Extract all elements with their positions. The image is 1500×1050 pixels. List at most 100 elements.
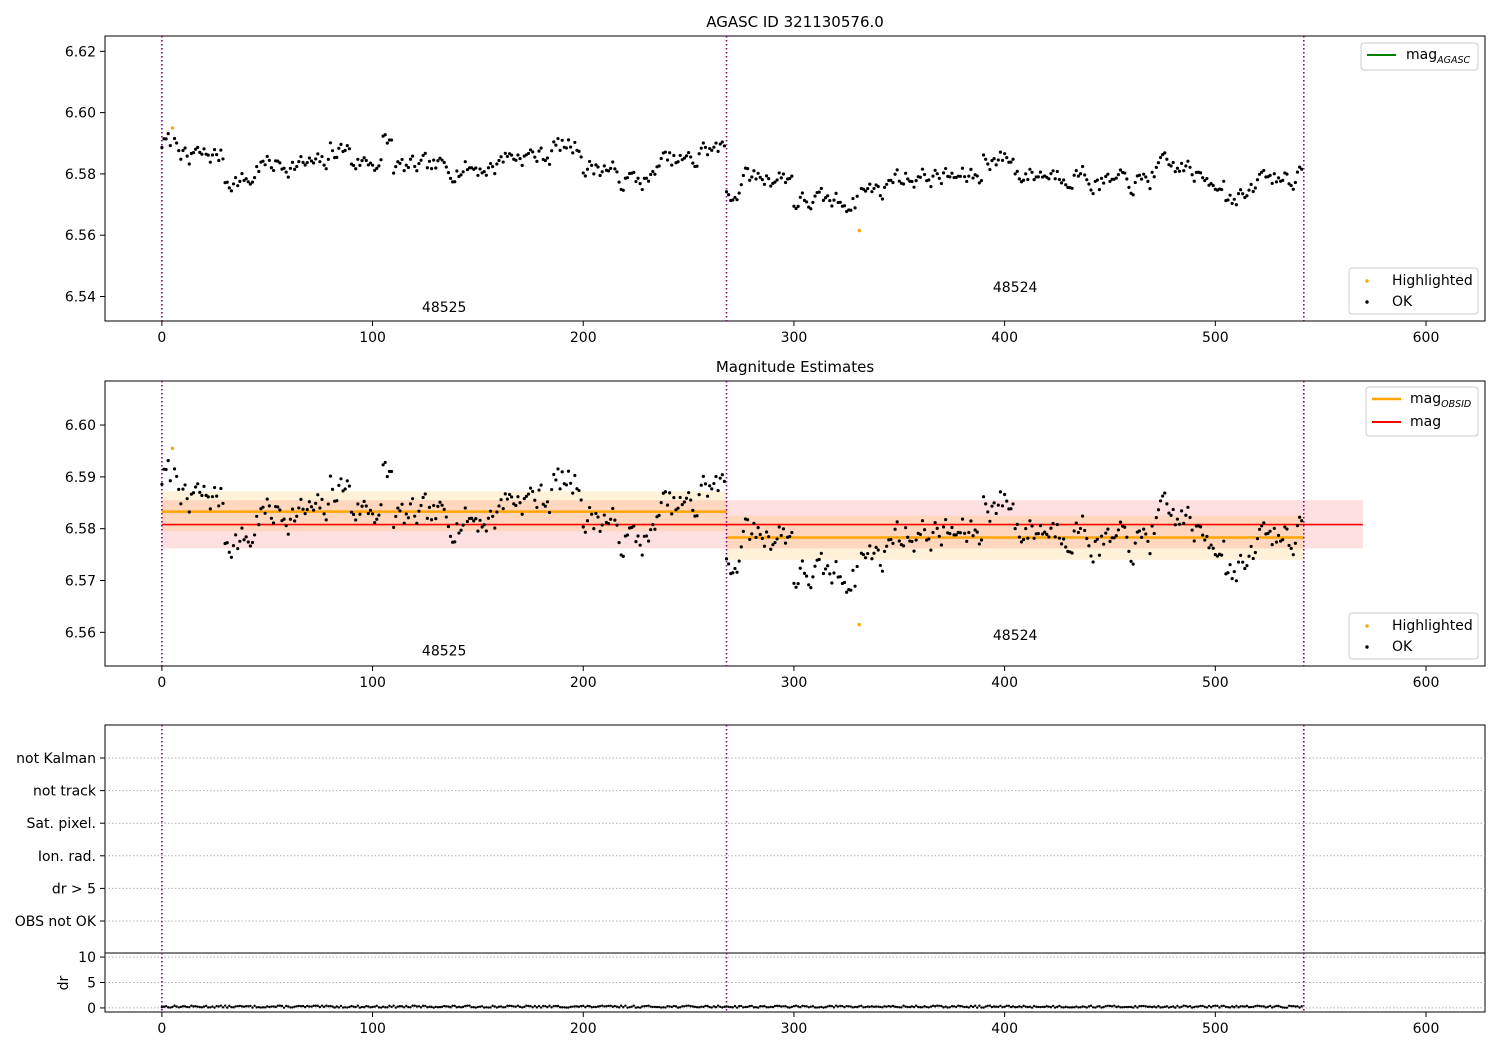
ok-point: [573, 140, 577, 145]
ok-point: [676, 160, 680, 164]
ok-point: [699, 483, 703, 487]
dr-point: [1024, 1005, 1027, 1008]
dr-point: [942, 1006, 945, 1009]
dr-point: [236, 1004, 239, 1008]
ok-point: [360, 159, 364, 163]
ok-point: [392, 171, 396, 175]
dr-point: [603, 1005, 606, 1008]
ok-point: [248, 544, 252, 548]
dr-point: [413, 1004, 416, 1007]
ok-point: [552, 472, 556, 477]
ok-point: [432, 503, 436, 508]
dr-point: [649, 1005, 652, 1008]
ok-point: [564, 483, 569, 487]
ok-point: [904, 171, 908, 175]
dr-point: [660, 1006, 663, 1009]
ok-point: [767, 535, 771, 539]
dr-point: [472, 1005, 475, 1009]
ok-point: [590, 512, 594, 516]
ok-point: [929, 184, 933, 189]
dr-point: [167, 1006, 170, 1009]
ok-point: [183, 483, 187, 487]
dr-point: [417, 1005, 421, 1008]
ok-point: [257, 169, 261, 174]
dr-point: [544, 1004, 547, 1008]
ok-point: [716, 149, 720, 153]
legend-label-mag: mag: [1410, 414, 1441, 430]
ok-point: [1078, 526, 1083, 531]
ok-point: [208, 160, 212, 164]
ok-point: [1024, 527, 1028, 531]
x-tick-label: 600: [1413, 675, 1440, 691]
dr-point: [512, 1005, 515, 1008]
ok-point: [587, 505, 592, 510]
dr-point: [299, 1004, 303, 1008]
dr-point: [1030, 1006, 1034, 1009]
ok-point: [842, 580, 847, 585]
dr-point: [343, 1006, 347, 1009]
ok-point: [1076, 530, 1080, 535]
dr-point: [333, 1006, 336, 1009]
dr-point: [1233, 1006, 1236, 1009]
ok-point: [250, 180, 255, 184]
dr-point: [1199, 1004, 1202, 1008]
ok-point: [1030, 524, 1034, 528]
ok-point: [672, 153, 676, 158]
ok-point: [314, 501, 318, 505]
ok-point: [164, 467, 168, 472]
ok-point: [977, 181, 981, 185]
dr-point: [169, 1006, 172, 1009]
dr-point: [194, 1005, 197, 1008]
ok-point: [284, 524, 288, 528]
ok-point: [733, 195, 737, 200]
ok-point: [1268, 529, 1272, 533]
ok-point: [984, 157, 988, 161]
dr-point: [550, 1006, 553, 1009]
dr-point: [501, 1006, 505, 1009]
ok-point: [823, 567, 828, 571]
ok-point: [971, 176, 975, 180]
ok-point: [800, 191, 804, 195]
dr-point: [818, 1006, 821, 1009]
ok-point: [267, 158, 271, 162]
ok-point: [177, 487, 181, 491]
ok-point: [697, 493, 701, 497]
ok-point: [556, 467, 560, 471]
obsid-label: 48524: [993, 628, 1038, 644]
dr-point: [1157, 1004, 1160, 1008]
ok-point: [210, 495, 215, 499]
ok-point: [324, 518, 328, 522]
dr-point: [196, 1005, 199, 1008]
dr-point: [476, 1005, 480, 1009]
dr-point: [1216, 1004, 1219, 1008]
ok-point: [423, 151, 427, 155]
ok-point: [901, 182, 906, 186]
ok-point: [187, 510, 191, 514]
ok-point: [531, 489, 535, 494]
ok-point: [733, 566, 737, 571]
ok-point: [311, 161, 316, 165]
ok-point: [533, 155, 537, 159]
y-tick-label: 10: [78, 950, 96, 966]
ok-point: [779, 176, 783, 180]
dr-point: [1169, 1005, 1173, 1009]
ok-point: [1188, 165, 1192, 169]
ok-point: [872, 186, 876, 191]
dr-point: [268, 1005, 271, 1009]
ok-point: [579, 498, 583, 502]
legend-label-highlighted: Highlighted: [1392, 273, 1473, 289]
ok-point: [1270, 543, 1274, 547]
ok-point: [406, 516, 410, 520]
ok-point: [779, 533, 783, 538]
dr-point: [266, 1005, 269, 1008]
dr-point: [274, 1005, 277, 1009]
obsid-label: 48525: [422, 300, 467, 316]
dr-point: [375, 1004, 378, 1007]
ok-point: [796, 582, 800, 586]
ok-point: [699, 146, 703, 150]
ok-point: [1245, 564, 1249, 568]
dr-point: [954, 1005, 958, 1009]
ok-point: [1220, 553, 1224, 557]
ok-point: [967, 530, 971, 535]
dr-point: [577, 1005, 581, 1008]
